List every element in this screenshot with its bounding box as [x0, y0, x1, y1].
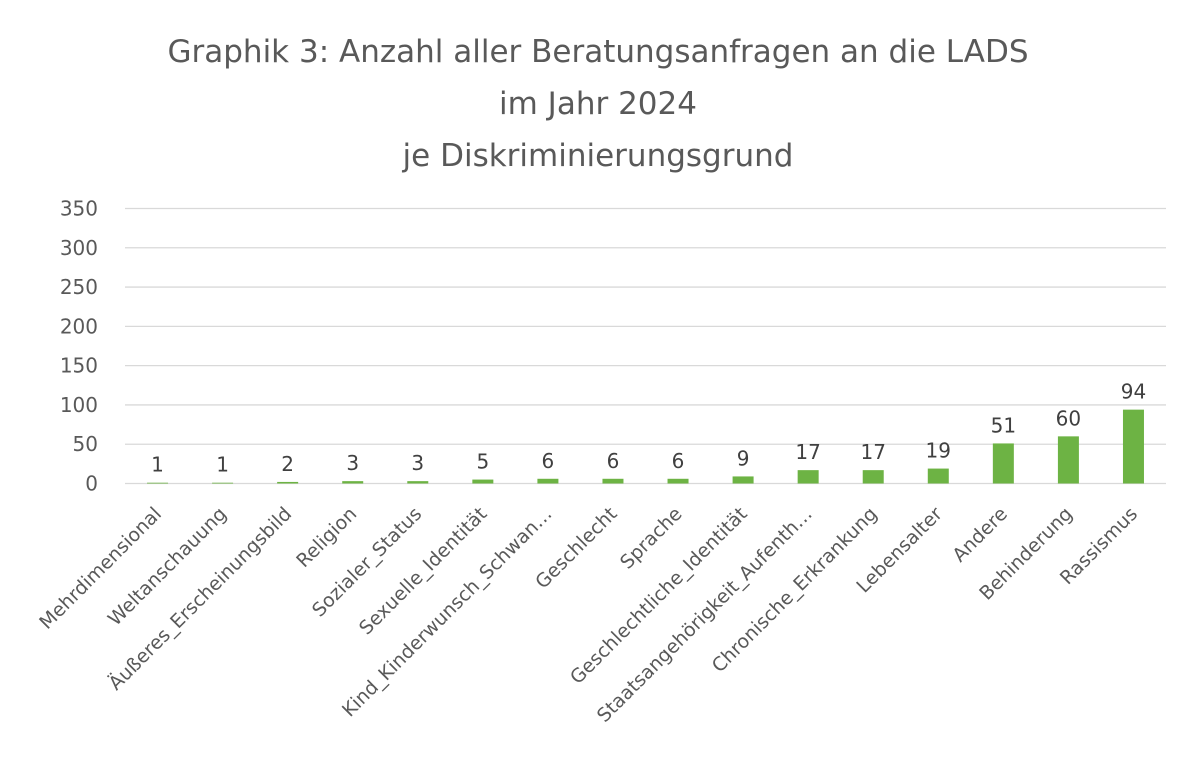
data-label: 9	[737, 446, 750, 470]
data-label: 17	[795, 440, 820, 464]
data-labels: 1 1 2 3 3 5 6 6 6 9 17 17 19 51 60 94	[151, 380, 1146, 477]
data-label: 51	[991, 413, 1016, 437]
data-label: 3	[346, 451, 359, 475]
y-axis-ticks: 0 50 100 150 200 250 300 350	[60, 197, 98, 496]
data-label: 6	[672, 449, 685, 473]
bar-9	[732, 476, 754, 484]
bars	[147, 409, 1144, 484]
bar-8	[667, 478, 689, 484]
data-label: 1	[151, 453, 164, 477]
bar-5	[472, 479, 494, 484]
x-axis-ticks: MehrdimensionalWeltanschauungÄußeres_Ers…	[35, 502, 1142, 727]
y-tick-label: 250	[60, 275, 98, 299]
bar-6	[537, 478, 559, 484]
y-tick-label: 300	[60, 236, 98, 260]
chart-title-line-2: im Jahr 2024	[499, 86, 697, 122]
x-tick-label: Weltanschauung	[104, 503, 231, 630]
bar-15	[1122, 409, 1144, 484]
bar-3	[342, 481, 364, 484]
bar-11	[862, 470, 884, 484]
bar-14	[1057, 436, 1079, 484]
x-tick-label: Mehrdimensional	[35, 503, 166, 634]
bar-2	[277, 481, 299, 484]
x-tick-label: Andere	[948, 503, 1012, 567]
y-tick-label: 150	[60, 354, 98, 378]
chart-title: Graphik 3: Anzahl aller Beratungsanfrage…	[167, 34, 1028, 174]
y-tick-label: 200	[60, 314, 98, 338]
data-label: 3	[411, 451, 424, 475]
y-tick-label: 350	[60, 197, 98, 221]
bar-13	[992, 443, 1014, 484]
bar-10	[797, 470, 819, 484]
x-tick-label: Sexuelle_Identität	[355, 503, 491, 639]
data-label: 60	[1056, 406, 1081, 430]
data-label: 6	[542, 449, 555, 473]
bar-0	[147, 482, 169, 484]
data-label: 6	[607, 449, 620, 473]
y-tick-label: 100	[60, 393, 98, 417]
data-label: 17	[860, 440, 885, 464]
bar-1	[212, 482, 234, 484]
x-tick-label: Sozialer_Status	[308, 503, 426, 621]
chart-title-line-3: je Diskriminierungsgrund	[402, 138, 794, 174]
data-label: 19	[926, 439, 951, 463]
chart-title-line-1: Graphik 3: Anzahl aller Beratungsanfrage…	[167, 34, 1028, 70]
bar-12	[927, 468, 949, 484]
y-tick-label: 50	[73, 432, 98, 456]
data-label: 94	[1121, 380, 1146, 404]
y-tick-label: 0	[85, 472, 98, 496]
bar-7	[602, 478, 624, 484]
bar-4	[407, 481, 429, 484]
data-label: 2	[281, 452, 294, 476]
data-label: 5	[476, 450, 489, 474]
data-label: 1	[216, 453, 229, 477]
gridlines	[125, 207, 1166, 485]
